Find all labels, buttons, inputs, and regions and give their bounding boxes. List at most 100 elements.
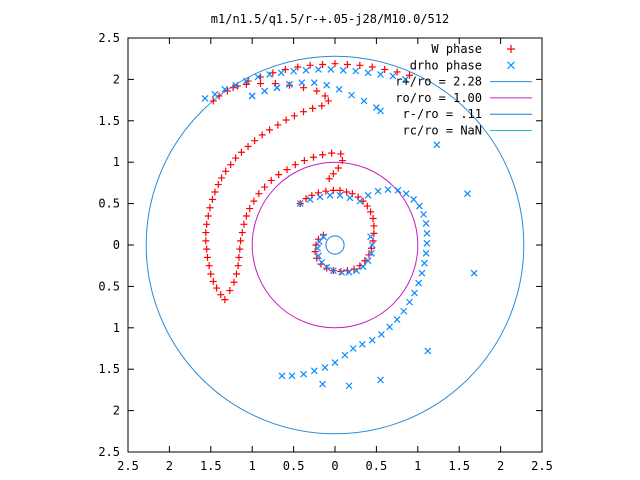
drho-phase-point (221, 85, 229, 93)
drho-phase-point (464, 190, 471, 198)
w-phase-point (281, 65, 289, 73)
w-phase-point (334, 164, 342, 172)
w-phase-point (309, 153, 317, 161)
x-tick-label: 2 (497, 459, 504, 473)
w-phase-point (325, 175, 333, 183)
drho-phase-point (306, 196, 314, 203)
w-phase-point (236, 245, 244, 253)
w-phase-point (324, 97, 332, 105)
reference-circle (325, 235, 345, 255)
w-phase-point (302, 195, 310, 203)
w-phase-point (242, 80, 250, 88)
w-phase-point (214, 181, 222, 189)
drho-phase-point (364, 257, 372, 265)
drho-phase-point (364, 69, 372, 77)
y-tick-label: 0 (113, 238, 120, 252)
drho-phase-point (377, 330, 385, 338)
w-phase-point (217, 291, 225, 299)
w-phase-point (218, 174, 226, 182)
w-phase-point (211, 188, 219, 196)
w-phase-point (246, 205, 254, 213)
drho-phase-point (329, 267, 337, 275)
w-phase-point (258, 131, 266, 139)
legend-marker-plus (507, 45, 515, 53)
y-tick-label: 1.5 (98, 114, 120, 128)
w-phase-point (300, 84, 308, 92)
drho-phase-point (360, 97, 368, 105)
w-phase-point (230, 278, 238, 286)
w-phase-point (300, 108, 308, 116)
w-phase-point (300, 157, 308, 165)
drho-phase-point (394, 186, 402, 194)
y-tick-label: 1 (113, 155, 120, 169)
w-phase-point (267, 176, 275, 184)
drho-phase-point (400, 307, 408, 315)
drho-phase-point (242, 77, 250, 85)
w-phase-point (370, 229, 378, 237)
w-phase-point (337, 150, 345, 158)
drho-phase-point (420, 259, 428, 267)
w-phase-point (204, 212, 212, 220)
x-tick-label: 2.5 (531, 459, 553, 473)
drho-phase-point (326, 191, 334, 199)
w-phase-point (274, 121, 282, 129)
drho-phase-point (261, 87, 269, 95)
reference-circles (145, 55, 525, 435)
drho-phase-point (318, 258, 326, 266)
drho-phase-point (273, 84, 281, 92)
reference-circle (145, 55, 525, 435)
w-phase-point (227, 161, 235, 169)
drho-phase-point (424, 347, 432, 355)
drho-phase-point (290, 67, 298, 75)
drho-phase-point (359, 263, 367, 270)
drho-phase-point (389, 72, 397, 80)
w-phase-point (290, 112, 298, 120)
drho-phase-point (410, 196, 418, 203)
drho-phase-point (368, 241, 376, 249)
drho-phase-point (288, 372, 296, 380)
w-phase-point (255, 190, 263, 198)
drho-phase-point (286, 80, 293, 88)
y-tick-label: 2.5 (98, 445, 120, 459)
drho-phase-point (302, 66, 310, 74)
drho-phase-point (364, 191, 372, 199)
w-phase-series (202, 60, 414, 304)
drho-phase-point (345, 268, 353, 276)
drho-phase-point (323, 81, 331, 89)
w-phase-point (237, 237, 245, 245)
w-phase-point (202, 237, 210, 245)
w-phase-point (207, 270, 215, 278)
drho-phase-point (310, 367, 318, 375)
drho-phase-point (415, 279, 423, 287)
drho-phase-point (353, 267, 360, 275)
w-phase-point (361, 257, 369, 265)
x-tick-label: 1 (414, 459, 421, 473)
w-phase-point (319, 60, 327, 68)
drho-phase-point (296, 200, 304, 208)
drho-phase-point (315, 66, 322, 73)
y-tick-label: 2.5 (98, 31, 120, 45)
y-tick-label: 1 (113, 321, 120, 335)
w-phase-point (370, 222, 378, 230)
w-phase-point (318, 102, 326, 110)
drho-phase-point (416, 202, 423, 210)
drho-phase-point (422, 220, 430, 227)
drho-phase-point (349, 345, 357, 352)
drho-phase-point (423, 229, 431, 237)
drho-phase-point (321, 364, 329, 371)
w-phase-point (261, 183, 269, 191)
x-tick-label: 1 (249, 459, 256, 473)
drho-phase-point (418, 269, 426, 277)
w-phase-point (381, 65, 389, 73)
drho-phase-point (470, 269, 478, 277)
w-phase-point (329, 170, 337, 178)
x-tick-label: 2.5 (117, 459, 139, 473)
w-phase-point (331, 60, 339, 68)
w-phase-point (359, 197, 367, 205)
w-phase-point (203, 253, 211, 261)
w-phase-point (322, 187, 330, 195)
drho-phase-point (310, 79, 318, 87)
drho-phase-point (358, 340, 366, 348)
w-phase-point (338, 157, 346, 165)
